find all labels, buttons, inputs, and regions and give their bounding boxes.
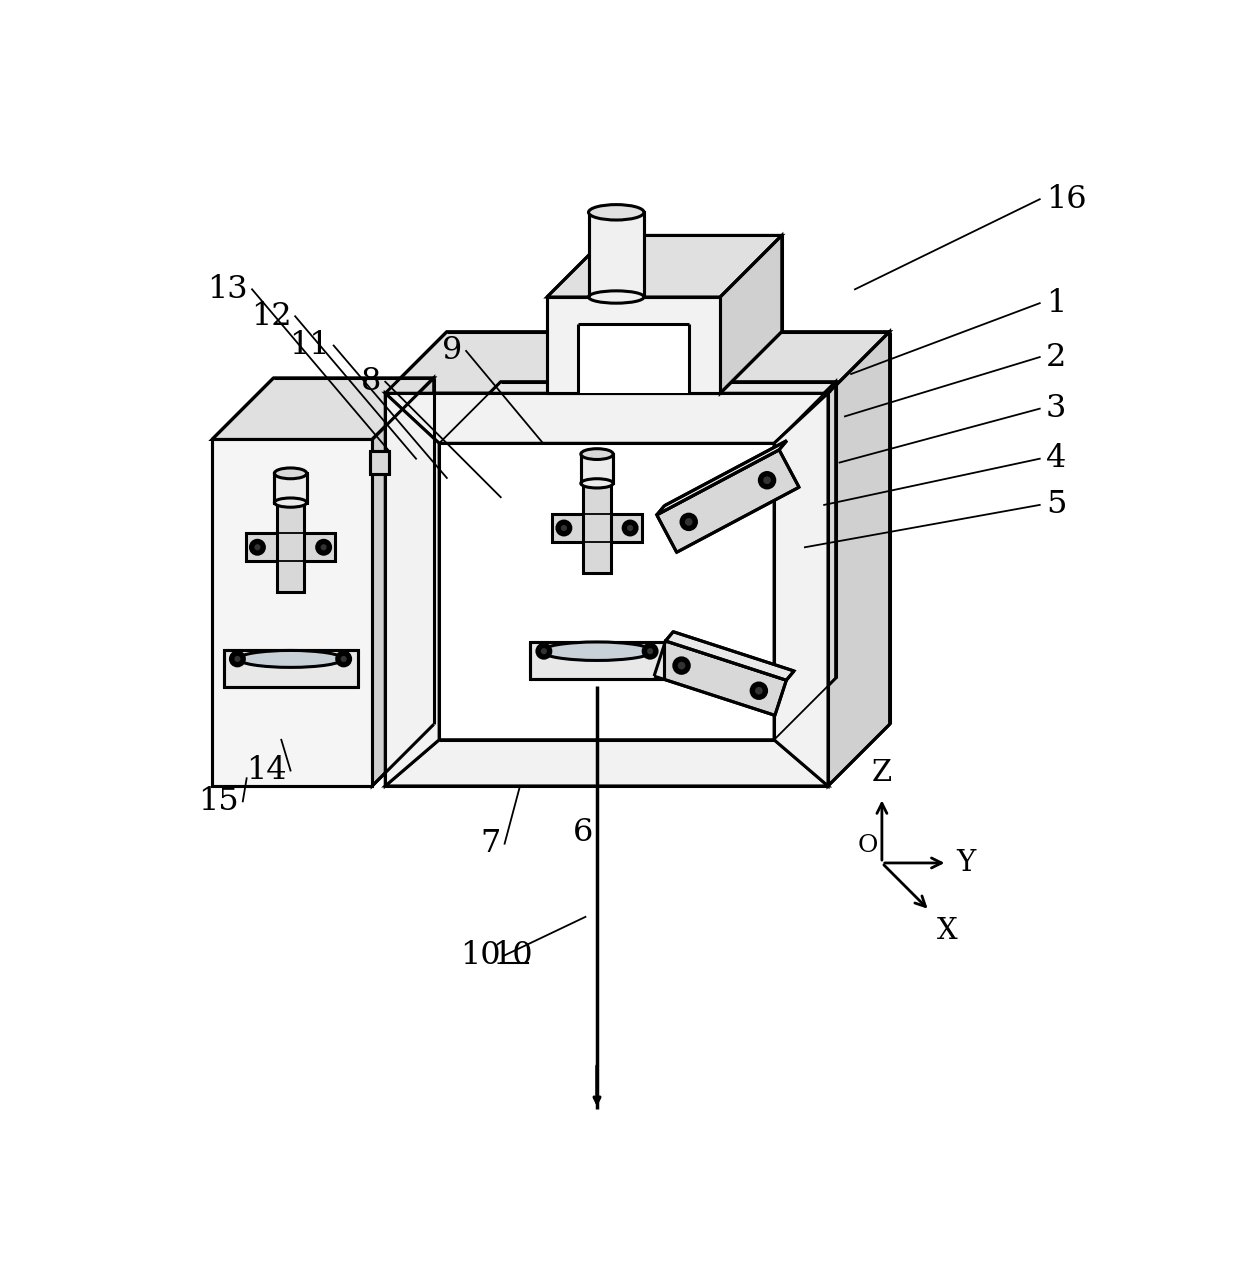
Ellipse shape: [238, 650, 343, 667]
Polygon shape: [386, 393, 439, 786]
Polygon shape: [578, 325, 689, 393]
Polygon shape: [223, 649, 357, 687]
Polygon shape: [552, 514, 641, 542]
Text: 12: 12: [250, 301, 291, 332]
Polygon shape: [828, 332, 889, 786]
Text: 10: 10: [460, 940, 501, 971]
Text: O: O: [858, 833, 878, 857]
Polygon shape: [589, 213, 644, 298]
Text: 7: 7: [480, 828, 501, 859]
Polygon shape: [274, 474, 306, 502]
Ellipse shape: [580, 448, 613, 460]
Polygon shape: [666, 631, 794, 680]
Text: 6: 6: [573, 817, 593, 848]
Text: 5: 5: [1045, 489, 1066, 520]
Ellipse shape: [580, 479, 613, 488]
Text: 14: 14: [246, 755, 286, 786]
Polygon shape: [657, 450, 799, 553]
Text: 2: 2: [1045, 341, 1066, 372]
Circle shape: [761, 475, 773, 486]
Circle shape: [683, 516, 694, 527]
Polygon shape: [580, 455, 613, 483]
Text: Z: Z: [872, 759, 892, 787]
Text: Y: Y: [956, 849, 976, 877]
Polygon shape: [386, 332, 889, 393]
Text: 10: 10: [492, 940, 533, 971]
Polygon shape: [386, 393, 828, 443]
Text: X: X: [937, 917, 959, 945]
Polygon shape: [386, 739, 828, 786]
Circle shape: [673, 658, 689, 674]
Polygon shape: [372, 377, 434, 786]
Polygon shape: [720, 236, 781, 393]
Circle shape: [319, 542, 329, 551]
Polygon shape: [212, 377, 434, 439]
Circle shape: [316, 541, 331, 554]
Polygon shape: [439, 443, 774, 739]
Text: 4: 4: [1045, 443, 1066, 474]
Circle shape: [339, 654, 348, 663]
Text: 16: 16: [1045, 184, 1086, 215]
Circle shape: [676, 661, 687, 671]
Text: 15: 15: [198, 786, 239, 817]
Polygon shape: [547, 298, 720, 393]
Polygon shape: [277, 502, 304, 592]
Circle shape: [646, 647, 655, 656]
Ellipse shape: [274, 498, 306, 507]
Polygon shape: [653, 641, 786, 715]
Polygon shape: [212, 439, 372, 786]
Polygon shape: [774, 393, 828, 786]
Polygon shape: [774, 381, 836, 739]
Circle shape: [231, 652, 244, 666]
Ellipse shape: [274, 468, 306, 479]
Ellipse shape: [542, 641, 652, 661]
Polygon shape: [657, 440, 787, 515]
Text: 8: 8: [361, 366, 382, 397]
Text: 9: 9: [441, 335, 463, 366]
Circle shape: [253, 542, 262, 551]
Circle shape: [557, 522, 570, 535]
Polygon shape: [439, 381, 836, 443]
Ellipse shape: [589, 205, 644, 220]
Circle shape: [625, 523, 635, 533]
Circle shape: [759, 473, 775, 488]
Text: 11: 11: [289, 330, 330, 361]
Circle shape: [233, 654, 242, 663]
Circle shape: [754, 685, 764, 696]
Circle shape: [537, 644, 551, 658]
Polygon shape: [583, 483, 611, 573]
Circle shape: [539, 647, 548, 656]
Circle shape: [751, 683, 766, 698]
Polygon shape: [246, 533, 335, 562]
Circle shape: [250, 541, 264, 554]
Circle shape: [624, 522, 637, 535]
Circle shape: [644, 644, 657, 658]
Circle shape: [681, 514, 697, 529]
Circle shape: [559, 523, 568, 533]
Polygon shape: [547, 236, 781, 298]
Ellipse shape: [589, 291, 644, 303]
Circle shape: [337, 652, 351, 666]
Text: 13: 13: [207, 274, 248, 305]
Text: 3: 3: [1045, 393, 1066, 424]
Polygon shape: [529, 641, 663, 679]
Text: 1: 1: [1045, 287, 1066, 318]
Polygon shape: [370, 451, 389, 474]
